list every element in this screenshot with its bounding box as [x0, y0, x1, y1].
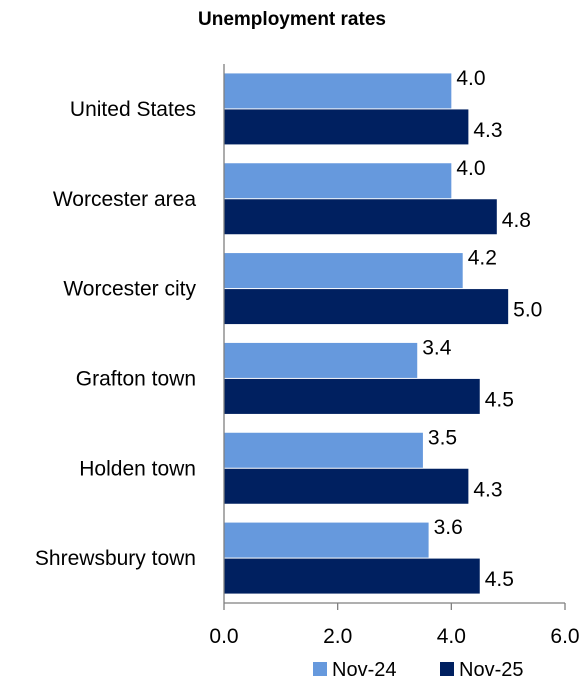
data-label: 4.0 [456, 67, 485, 90]
data-label: 3.6 [434, 516, 463, 539]
data-label: 4.2 [468, 247, 497, 270]
bar-nov-24-4 [224, 432, 423, 468]
bars [224, 73, 509, 594]
data-label: 4.3 [473, 478, 502, 501]
category-label: Worcester area [53, 188, 196, 211]
x-axis-ticks: 0.0 2.0 4.0 6.0 [209, 603, 580, 648]
axes [223, 64, 565, 604]
chart-title: Unemployment rates [198, 9, 386, 30]
category-label: United States [70, 98, 196, 121]
data-label: 5.0 [513, 299, 542, 322]
legend-label[interactable]: Nov-25 [459, 659, 523, 681]
category-labels: United States Worcester area Worcester cit… [35, 98, 197, 570]
x-tick-label: 4.0 [437, 625, 466, 648]
bar-nov-25-0 [224, 109, 469, 145]
category-label: Holden town [79, 457, 196, 480]
data-labels: 4.0 4.3 4.0 4.84.2 5.0 3.4 4.5 3.5 4.3 3.6 4.5 [422, 67, 542, 591]
data-label: 4.5 [485, 568, 514, 591]
bar-nov-24-5 [224, 522, 429, 558]
bar-nov-25-5 [224, 558, 480, 594]
category-label: Worcester city [63, 278, 196, 301]
bar-nov-25-3 [224, 378, 480, 414]
data-label: 4.8 [502, 209, 531, 232]
bar-nov-24-3 [224, 342, 418, 378]
legend-swatch-nov-25[interactable] [440, 662, 454, 676]
x-tick-label: 0.0 [209, 625, 238, 648]
category-label: Grafton town [76, 367, 196, 390]
data-label: 3.4 [422, 336, 452, 359]
category-label: Shrewsbury town [35, 547, 196, 570]
x-tick-label: 2.0 [323, 625, 352, 648]
bar-nov-25-1 [224, 199, 497, 235]
bar-nov-24-2 [224, 253, 463, 289]
legend-label[interactable]: Nov-24 [332, 659, 396, 681]
bar-nov-25-2 [224, 289, 509, 325]
bar-nov-24-0 [224, 73, 452, 109]
x-tick-label: 6.0 [550, 625, 579, 648]
legend-swatch-nov-24[interactable] [313, 662, 327, 676]
legend[interactable]: Nov-24 Nov-25 [313, 659, 523, 681]
bar-nov-24-1 [224, 163, 452, 199]
data-label: 3.5 [428, 426, 457, 449]
data-label: 4.0 [456, 157, 485, 180]
data-label: 4.3 [473, 119, 502, 142]
data-label: 4.5 [485, 388, 514, 411]
bar-nov-25-4 [224, 468, 469, 504]
